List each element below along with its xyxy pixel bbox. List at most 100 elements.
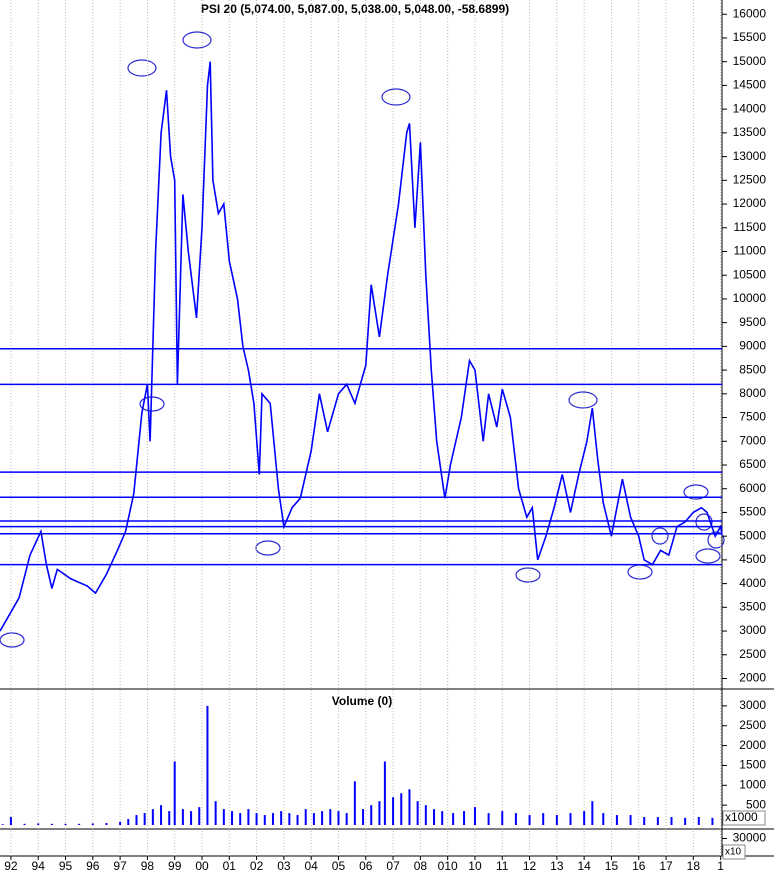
- x-tick-label: 10: [468, 859, 482, 873]
- bull-icon: [0, 632, 25, 648]
- y-tick-label: 8000: [739, 386, 766, 400]
- x-tick-label: 15: [605, 859, 619, 873]
- volume-bar: [119, 821, 122, 825]
- bear-icon: [182, 31, 212, 49]
- volume-bar: [424, 805, 427, 825]
- bear-icon: [683, 484, 709, 500]
- bull-icon: [695, 548, 721, 564]
- unit-label: x1000: [725, 810, 758, 824]
- unit-box: [722, 810, 766, 826]
- volume-bar: [329, 809, 332, 825]
- x-tick-label: 12: [523, 859, 537, 873]
- volume-bar: [383, 761, 386, 825]
- y-tick-label: 1000: [739, 777, 766, 791]
- volume-bar: [168, 811, 171, 825]
- volume-bar: [288, 813, 291, 825]
- volume-bar: [181, 809, 184, 825]
- volume-bar: [78, 823, 81, 825]
- y-tick-label: 3000: [739, 623, 766, 637]
- y-tick-label: 5000: [739, 528, 766, 542]
- y-tick-label: 13500: [733, 125, 767, 139]
- y-tick-label: 3500: [739, 600, 766, 614]
- y-tick-label: 13000: [733, 149, 767, 163]
- x-tick-label: 03: [277, 859, 291, 873]
- volume-bar: [569, 813, 572, 825]
- volume-bar: [296, 815, 299, 825]
- x-tick-label: 14: [577, 859, 591, 873]
- x-tick-label: 11: [496, 859, 509, 873]
- volume-bar: [602, 813, 605, 825]
- y-tick-label: 14500: [733, 78, 767, 92]
- volume-bar: [629, 815, 632, 825]
- volume-bar: [280, 811, 283, 825]
- y-tick-label: 16000: [733, 6, 767, 20]
- bear-icon: [127, 59, 157, 77]
- volume-bar: [263, 815, 266, 825]
- marker-circle: [651, 527, 669, 545]
- volume-bar: [441, 811, 444, 825]
- volume-bar: [247, 809, 250, 825]
- bear-icon: [568, 391, 598, 409]
- y-tick-label: 3000: [739, 698, 766, 712]
- volume-bar: [378, 801, 381, 825]
- y-tick-label: 2500: [739, 647, 766, 661]
- volume-bar: [353, 781, 356, 825]
- x-tick-label: 98: [141, 859, 155, 873]
- x-tick-label: 92: [4, 859, 18, 873]
- y-tick-label: 7500: [739, 410, 766, 424]
- x-tick-label: 08: [414, 859, 428, 873]
- x-tick-label: 07: [386, 859, 400, 873]
- volume-bar: [528, 815, 531, 825]
- volume-bar: [222, 809, 225, 825]
- y-tick-label: 15000: [733, 54, 767, 68]
- bull-icon: [515, 567, 541, 583]
- volume-bar: [64, 823, 67, 825]
- volume-bar: [91, 823, 94, 825]
- x-tick-label: 05: [332, 859, 346, 873]
- volume-bar: [304, 809, 307, 825]
- y-tick-label: 6500: [739, 457, 766, 471]
- volume-bar: [400, 793, 403, 825]
- volume-bar: [362, 809, 365, 825]
- volume-bar: [542, 813, 545, 825]
- volume-bar: [37, 823, 40, 825]
- volume-bar: [255, 813, 258, 825]
- y-tick-label: 15500: [733, 30, 767, 44]
- volume-bar: [312, 813, 315, 825]
- volume-bar: [452, 813, 455, 825]
- volume-bar: [670, 817, 673, 825]
- volume-bar: [711, 817, 714, 825]
- y-tick-label: 12000: [733, 196, 767, 210]
- x-tick-label: 00: [195, 859, 209, 873]
- volume-title: Volume (0): [332, 694, 392, 708]
- x-tick-label: 97: [113, 859, 127, 873]
- x-tick-label: 13: [550, 859, 564, 873]
- y-tick-label: 11500: [734, 220, 767, 234]
- x-tick-label: 01: [223, 859, 237, 873]
- volume-bar: [231, 811, 234, 825]
- volume-bar: [160, 805, 163, 825]
- x-tick-label: 02: [250, 859, 264, 873]
- y-tick-label: 4000: [739, 576, 766, 590]
- y-tick-label: 10500: [733, 267, 767, 281]
- unit-label: x10: [725, 847, 742, 858]
- volume-bar: [50, 823, 53, 825]
- volume-bar: [487, 813, 490, 825]
- y-tick-label: 2500: [739, 718, 766, 732]
- y-tick-label: 4500: [739, 552, 766, 566]
- volume-bar: [151, 809, 154, 825]
- volume-bar: [433, 809, 436, 825]
- y-tick-label: 7000: [739, 433, 766, 447]
- volume-bar: [463, 811, 466, 825]
- volume-bar: [684, 817, 687, 825]
- volume-bar: [173, 761, 176, 825]
- volume-bar: [591, 801, 594, 825]
- volume-bar: [190, 811, 193, 825]
- volume-bar: [198, 807, 201, 825]
- volume-bar: [135, 815, 138, 825]
- x-tick-label: 96: [86, 859, 100, 873]
- x-tick-label: 04: [305, 859, 319, 873]
- volume-bar: [583, 811, 586, 825]
- x-tick-label: 010: [438, 859, 458, 873]
- volume-bar: [321, 811, 324, 825]
